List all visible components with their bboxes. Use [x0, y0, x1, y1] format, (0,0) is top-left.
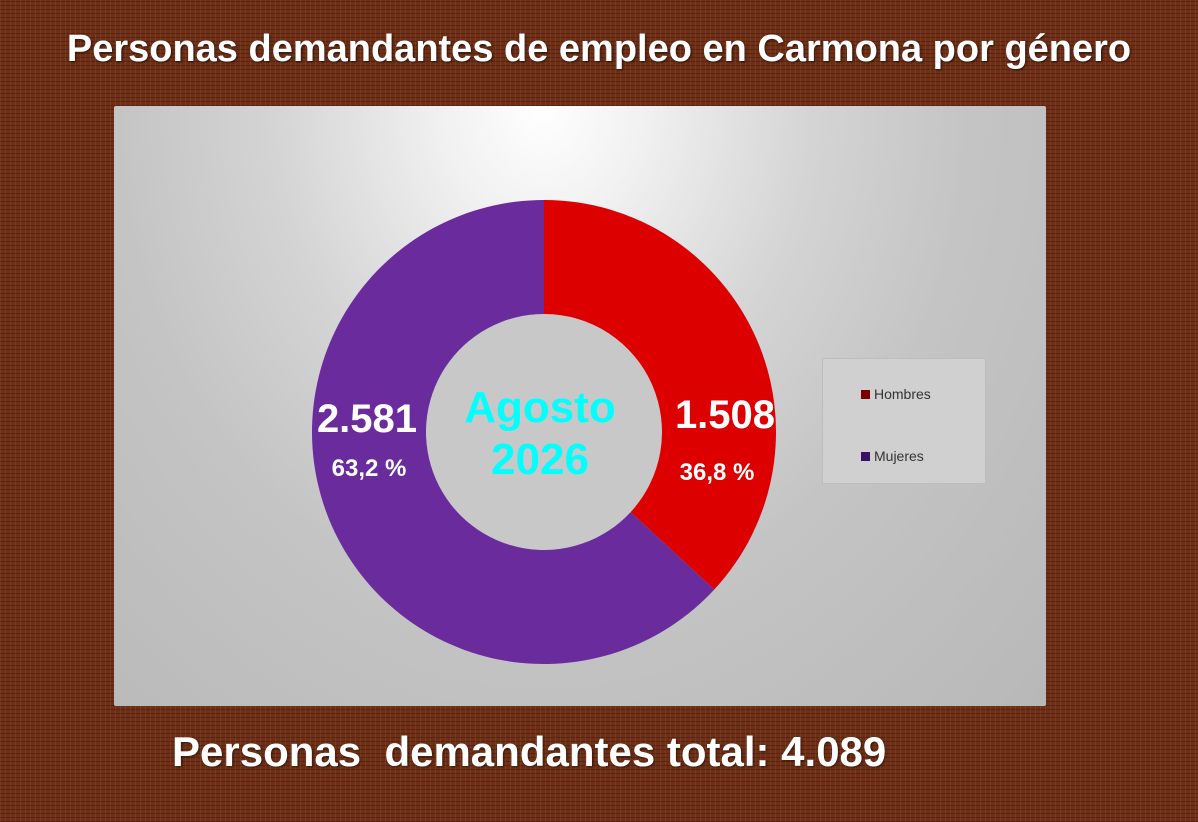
percent-label-mujeres: 63,2 %	[332, 455, 407, 482]
legend-label-mujeres: Mujeres	[874, 448, 924, 464]
chart-legend: Hombres Mujeres	[822, 358, 986, 484]
legend-item-hombres: Hombres	[861, 386, 931, 402]
donut-hole	[426, 314, 662, 550]
center-label-month: Agosto	[464, 383, 616, 432]
chart-title: Personas demandantes de empleo en Carmon…	[66, 28, 1132, 70]
legend-swatch-mujeres	[861, 452, 870, 461]
donut-chart: 1.508 36,8 % 2.581 63,2 % Agosto 2026	[312, 200, 776, 664]
donut-slice-hombres	[544, 200, 776, 590]
legend-item-mujeres: Mujeres	[861, 448, 924, 464]
value-label-hombres: 1.508	[675, 393, 775, 437]
total-label: Personas demandantes total: 4.089	[172, 728, 887, 775]
center-label-year: 2026	[491, 435, 589, 484]
legend-swatch-hombres	[861, 390, 870, 399]
percent-label-hombres: 36,8 %	[680, 459, 755, 486]
chart-panel: 1.508 36,8 % 2.581 63,2 % Agosto 2026 Ho…	[114, 106, 1046, 706]
legend-label-hombres: Hombres	[874, 386, 931, 402]
value-label-mujeres: 2.581	[317, 397, 417, 441]
donut-slice-mujeres	[312, 200, 715, 664]
